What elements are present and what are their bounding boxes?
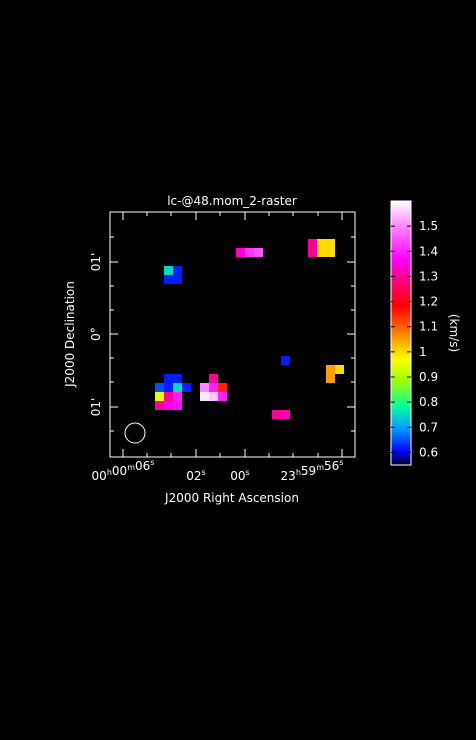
chart-title: lc-@48.mom_2-raster [167, 194, 297, 208]
raster-pixel [245, 248, 254, 257]
raster-pixel [182, 383, 191, 392]
raster-pixel [173, 383, 182, 392]
y-tick-labels: 01' 0° 01' [89, 253, 103, 417]
x-tick-label: 23h59m56s [281, 458, 344, 483]
raster-pixel [173, 374, 182, 383]
raster-pixel [317, 248, 326, 257]
raster-pixel [173, 392, 182, 401]
colorbar-label: (km/s) [447, 314, 461, 352]
colorbar-tick-label: 0.8 [419, 395, 438, 409]
colorbar-tick-label: 1.5 [419, 219, 438, 233]
x-axis-label: J2000 Right Ascension [164, 491, 299, 505]
colorbar-tick-label: 0.6 [419, 445, 438, 459]
raster-pixel [326, 365, 335, 374]
axis-ticks [110, 212, 355, 457]
raster-pixel [236, 248, 245, 257]
raster-pixel [272, 410, 281, 419]
raster-pixel [209, 374, 218, 383]
raster-pixel [173, 275, 182, 284]
raster-pixel [281, 410, 290, 419]
raster-pixel [326, 248, 335, 257]
x-tick-label: 02s [186, 468, 205, 483]
raster-pixel [164, 392, 173, 401]
raster-pixel [308, 248, 317, 257]
colorbar-tick-label: 1.2 [419, 295, 438, 309]
raster-pixel [326, 374, 335, 383]
raster-pixel [218, 383, 227, 392]
raster-pixel [164, 275, 173, 284]
raster-pixel [155, 383, 164, 392]
raster-pixel [173, 401, 182, 410]
raster-pixel [164, 401, 173, 410]
raster-pixel [200, 383, 209, 392]
x-tick-label: 00h00m06s [92, 458, 155, 483]
x-tick-label: 00s [230, 468, 249, 483]
raster-pixel [164, 383, 173, 392]
colorbar-tick-label: 1.1 [419, 320, 438, 334]
y-axis-label: J2000 Declination [63, 281, 77, 388]
raster-pixel [308, 239, 317, 248]
raster-pixel [164, 374, 173, 383]
raster-pixel [155, 401, 164, 410]
colorbar-tick-label: 0.9 [419, 370, 438, 384]
y-tick-label: 01' [89, 398, 103, 417]
colorbar-tick-label: 1.3 [419, 269, 438, 283]
y-tick-label: 01' [89, 253, 103, 272]
colorbar-tick-label: 1.4 [419, 244, 438, 258]
raster-pixel [254, 248, 263, 257]
raster-pixel [218, 392, 227, 401]
raster-pixels [155, 239, 344, 419]
raster-pixel [335, 365, 344, 374]
raster-pixel [326, 239, 335, 248]
beam-ellipse [124, 422, 146, 444]
colorbar [390, 200, 412, 466]
raster-pixel [209, 392, 218, 401]
colorbar-tick-label: 0.7 [419, 420, 438, 434]
colorbar-ticks: 1.5 1.4 1.3 1.2 1.1 1 0.9 0.8 0.7 0.6 [391, 219, 438, 459]
raster-pixel [173, 266, 182, 275]
raster-pixel [200, 392, 209, 401]
y-tick-label: 0° [89, 327, 103, 341]
x-tick-labels: 00h00m06s 02s 00s 23h59m56s [92, 458, 344, 483]
colorbar-tick-label: 1 [419, 345, 427, 359]
raster-pixel [281, 356, 290, 365]
raster-pixel [164, 266, 173, 275]
raster-pixel [317, 239, 326, 248]
raster-pixel [155, 392, 164, 401]
raster-pixel [209, 383, 218, 392]
